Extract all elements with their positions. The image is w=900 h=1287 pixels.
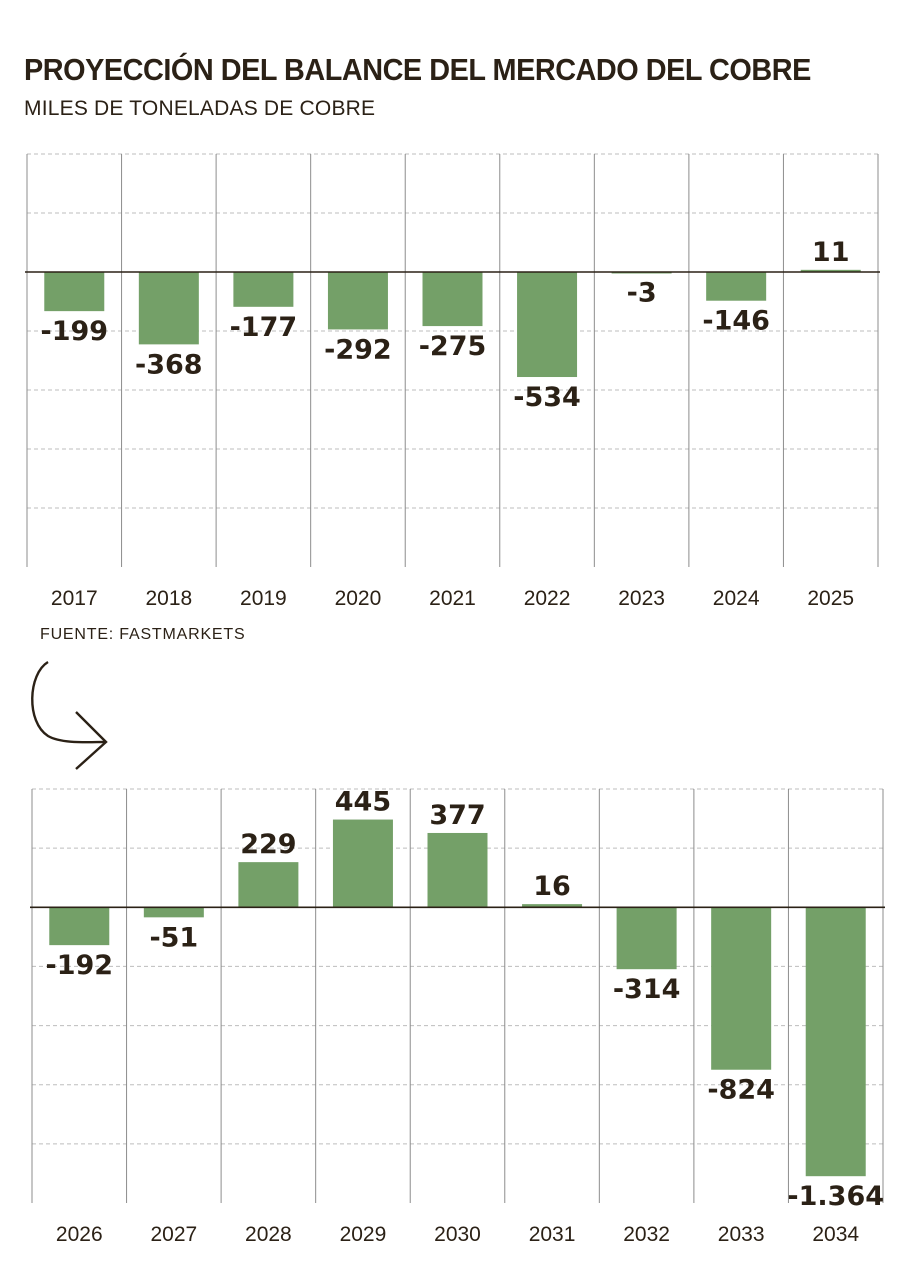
x-tick-label-2027: 2027	[150, 1223, 197, 1246]
bar-2029	[332, 819, 393, 908]
data-label-2033: -824	[707, 1075, 775, 1106]
x-tick-label-2017: 2017	[51, 587, 98, 610]
x-tick-label-2025: 2025	[807, 587, 854, 610]
x-tick-label-2031: 2031	[529, 1223, 576, 1246]
bar-2024	[706, 272, 767, 301]
chart-title: PROYECCIÓN DEL BALANCE DEL MERCADO DEL C…	[24, 52, 811, 87]
data-label-2025: 11	[812, 237, 850, 268]
x-tick-label-2029: 2029	[340, 1223, 387, 1246]
bar-2020	[327, 272, 388, 330]
data-label-2034: -1.364	[787, 1181, 884, 1212]
bar-chart-2026-2034: -192 2026 -51 2027 229 2028 445 2029 377 2030 16 20…	[30, 787, 885, 1246]
bar-2034	[805, 907, 866, 1177]
data-label-2019: -177	[230, 312, 298, 343]
bar-2019	[233, 272, 294, 307]
bar-2027	[143, 907, 204, 918]
bar-chart-2017-2025: -199 2017 -368 2018 -177 2019 -292 2020 -275 2021…	[25, 153, 880, 610]
x-tick-label-2019: 2019	[240, 587, 287, 610]
bar-2021	[422, 272, 483, 327]
x-tick-label-2021: 2021	[429, 587, 476, 610]
x-tick-label-2028: 2028	[245, 1223, 292, 1246]
source-note: FUENTE: FASTMARKETS	[40, 626, 246, 643]
data-label-2018: -368	[135, 349, 203, 380]
bar-2026	[49, 907, 110, 946]
data-label-2030: 377	[429, 800, 485, 831]
bar-2022	[517, 272, 578, 378]
data-label-2032: -314	[613, 974, 681, 1005]
bar-2018	[138, 272, 199, 345]
data-label-2017: -199	[40, 316, 108, 347]
bar-2030	[427, 832, 488, 908]
data-label-2023: -3	[627, 278, 657, 309]
x-tick-label-2033: 2033	[718, 1223, 765, 1246]
bar-2031	[522, 904, 583, 908]
x-tick-label-2030: 2030	[434, 1223, 481, 1246]
chart-subtitle: MILES DE TONELADAS DE COBRE	[24, 97, 376, 120]
x-tick-label-2022: 2022	[524, 587, 571, 610]
bar-2032	[616, 907, 677, 970]
data-label-2026: -192	[45, 950, 113, 981]
x-tick-label-2024: 2024	[713, 587, 760, 610]
data-label-2021: -275	[419, 331, 487, 362]
x-tick-label-2020: 2020	[335, 587, 382, 610]
data-label-2020: -292	[324, 334, 392, 365]
x-tick-label-2026: 2026	[56, 1223, 103, 1246]
data-label-2024: -146	[702, 306, 770, 337]
data-label-2029: 445	[335, 787, 391, 818]
bar-2028	[238, 862, 299, 908]
bar-2025	[800, 269, 861, 272]
data-label-2022: -534	[513, 382, 581, 413]
data-label-2031: 16	[533, 871, 571, 902]
bar-2033	[711, 907, 772, 1070]
x-tick-label-2032: 2032	[623, 1223, 670, 1246]
x-tick-label-2034: 2034	[812, 1223, 859, 1246]
x-tick-label-2023: 2023	[618, 587, 665, 610]
data-label-2027: -51	[149, 922, 198, 953]
continuation-arrow-icon	[31, 660, 108, 770]
x-tick-label-2018: 2018	[145, 587, 192, 610]
data-label-2028: 229	[240, 829, 296, 860]
bar-2017	[44, 272, 105, 312]
